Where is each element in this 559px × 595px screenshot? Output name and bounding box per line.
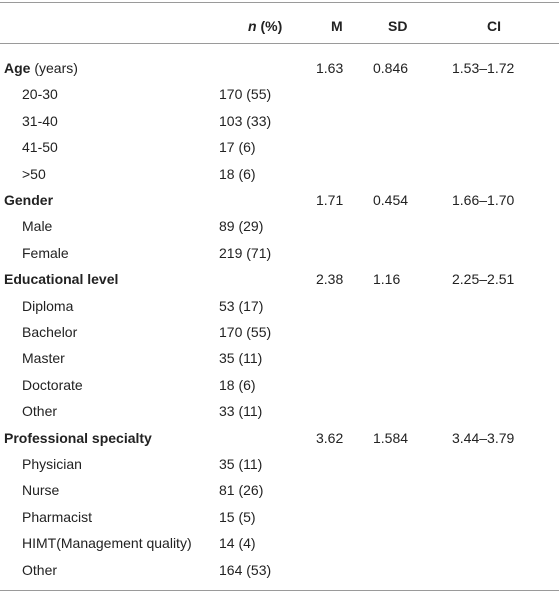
- header-sd: SD: [388, 18, 408, 34]
- item-n: 35 (11): [219, 456, 263, 472]
- item-label: HIMT(Management quality): [22, 535, 192, 552]
- item-n: 53 (17): [219, 297, 264, 314]
- item-label: Doctorate: [22, 376, 83, 393]
- group-sd: 0.846: [373, 60, 409, 76]
- bottom-rule: [0, 590, 559, 591]
- group-label: Gender: [4, 191, 53, 209]
- item-n: 15 (5): [219, 508, 256, 525]
- group-sd: 0.454: [373, 192, 409, 208]
- group-name: Educational level: [4, 271, 119, 288]
- item-label: >50: [22, 165, 46, 182]
- item-label: Nurse: [22, 482, 60, 499]
- item-n: 170 (55): [219, 86, 272, 103]
- item-label: Other: [22, 561, 58, 578]
- group-label: Age (years): [4, 59, 78, 77]
- item-n: 170 (55): [219, 324, 272, 340]
- header-rule: [0, 43, 559, 44]
- item-n: 103 (33): [219, 112, 272, 129]
- item-n: 81 (26): [219, 482, 264, 499]
- group-ci: 1.53–1.72: [452, 60, 515, 76]
- group-label: Professional specialty: [4, 429, 152, 447]
- group-name: Gender: [4, 192, 54, 208]
- group-ci: 3.44–3.79: [452, 429, 515, 446]
- group-ci: 1.66–1.70: [452, 192, 515, 208]
- group-m: 3.62: [316, 429, 344, 446]
- item-label: 20-30: [22, 86, 58, 103]
- item-label: Other: [22, 403, 58, 420]
- item-label: 41-50: [22, 139, 58, 156]
- item-label: Diploma: [22, 297, 74, 314]
- item-n: 35 (11): [219, 350, 263, 367]
- group-m: 1.63: [316, 60, 344, 76]
- item-label: Master: [22, 350, 65, 367]
- item-label: Female: [22, 244, 69, 261]
- item-n: 89 (29): [219, 218, 264, 235]
- group-suffix: (years): [30, 60, 78, 76]
- group-sd: 1.584: [373, 429, 409, 446]
- item-n: 18 (6): [219, 165, 256, 182]
- header-ci: CI: [487, 18, 501, 34]
- item-n: 164 (53): [219, 561, 272, 578]
- header-n-italic: n: [248, 18, 257, 34]
- top-rule: [0, 2, 559, 3]
- group-ci: 2.25–2.51: [452, 271, 515, 288]
- item-label: Bachelor: [22, 324, 78, 340]
- group-sd: 1.16: [373, 271, 401, 288]
- group-label: Educational level: [4, 270, 118, 288]
- item-n: 14 (4): [219, 535, 256, 552]
- item-label: Physician: [22, 456, 82, 472]
- group-name: Age: [4, 60, 31, 76]
- item-label: Male: [22, 218, 53, 235]
- header-m: M: [331, 18, 343, 34]
- item-label: 31-40: [22, 112, 58, 129]
- item-n: 18 (6): [219, 376, 256, 393]
- group-name: Professional specialty: [4, 429, 152, 446]
- header-n-rest: (%): [256, 18, 283, 34]
- header-n: n (%): [248, 17, 282, 35]
- item-n: 219 (71): [219, 244, 272, 261]
- item-n: 17 (6): [219, 139, 256, 156]
- item-n: 33 (11): [219, 403, 263, 420]
- group-m: 1.71: [316, 192, 344, 208]
- group-m: 2.38: [316, 271, 344, 288]
- item-label: Pharmacist: [22, 508, 93, 525]
